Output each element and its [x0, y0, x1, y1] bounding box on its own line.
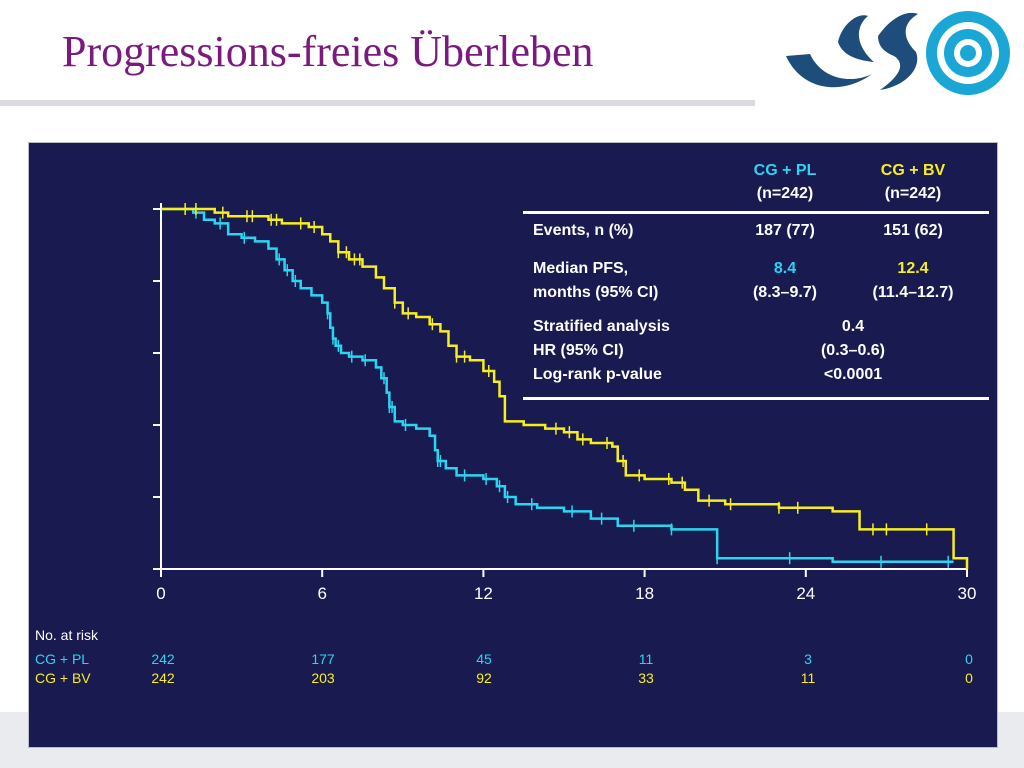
stats-row-events: Events, n (%) 187 (77) 151 (62): [523, 219, 989, 257]
km-chart: 0 6 12 18 24 30: [153, 203, 977, 603]
stats-col-bv-n: (n=242): [884, 185, 942, 202]
median-bv: 12.4 (11.4–12.7): [853, 257, 973, 305]
risk-pl-18: 11: [638, 651, 654, 667]
median-pl: 8.4 (8.3–9.7): [725, 257, 845, 305]
x-tick-label-18: 18: [635, 584, 654, 603]
x-tick-label-6: 6: [317, 584, 326, 603]
median-label-line2: months (95% CI): [533, 284, 659, 301]
risk-table-title: No. at risk: [35, 627, 99, 643]
stats-header: CG + PL (n=242) CG + BV (n=242): [523, 159, 989, 211]
stratified-label-line3: Log-rank p-value: [533, 366, 662, 383]
events-label: Events, n (%): [533, 222, 634, 239]
hr-ci: (0.3–0.6): [820, 342, 886, 359]
stats-row-median: Median PFS, months (95% CI) 8.4 (8.3–9.7…: [523, 257, 989, 315]
x-tick-label-12: 12: [474, 584, 493, 603]
logo-swirl-mid: [838, 15, 874, 62]
stratified-values: 0.4 (0.3–0.6) <0.0001: [753, 315, 953, 387]
chart-panel: 0 6 12 18 24 30 CG + PL (n=242) CG + BV (n=24…: [28, 142, 998, 748]
risk-bv-30: 0: [965, 670, 973, 686]
median-label-line1: Median PFS,: [533, 260, 629, 277]
events-bv: 151 (62): [883, 222, 943, 239]
x-tick-label-0: 0: [156, 584, 165, 603]
risk-pl-24: 3: [804, 651, 812, 667]
risk-row-label-pl: CG + PL: [35, 651, 90, 667]
x-tick-label-30: 30: [958, 584, 977, 603]
stats-col-bv-name: CG + BV: [880, 162, 946, 179]
logo-circle-core: [960, 45, 976, 61]
stratified-label-line1: Stratified analysis: [533, 318, 670, 335]
stats-col-pl-n: (n=242): [756, 185, 814, 202]
median-label: Median PFS, months (95% CI): [533, 257, 658, 305]
median-bv-value: 12.4: [897, 260, 929, 277]
risk-bv-12: 92: [476, 670, 492, 686]
stratified-label: Stratified analysis HR (95% CI) Log-rank…: [533, 315, 670, 387]
stats-rule-top: [523, 211, 989, 214]
median-pl-value: 8.4: [773, 260, 797, 277]
stats-table: CG + PL (n=242) CG + BV (n=242) Events, …: [523, 159, 989, 400]
logrank-p: <0.0001: [823, 366, 883, 383]
median-pl-ci: (8.3–9.7): [752, 284, 818, 301]
stats-col-bv: CG + BV (n=242): [853, 159, 973, 205]
risk-pl-6: 177: [311, 651, 335, 667]
stratified-label-line2: HR (95% CI): [533, 342, 624, 359]
logo-swirl-left: [786, 54, 872, 88]
median-bv-ci: (11.4–12.7): [872, 284, 954, 301]
risk-bv-0: 242: [151, 670, 175, 686]
x-tick-label-24: 24: [796, 584, 815, 603]
stats-row-stratified: Stratified analysis HR (95% CI) Log-rank…: [523, 315, 989, 397]
hr-value: 0.4: [841, 318, 865, 335]
risk-row-label-bv: CG + BV: [35, 670, 91, 686]
km-line-0: [161, 207, 954, 564]
stats-col-pl: CG + PL (n=242): [725, 159, 845, 205]
logo-swirl-right: [878, 12, 918, 91]
events-pl: 187 (77): [755, 222, 815, 239]
risk-bv-6: 203: [311, 670, 335, 686]
stats-rule-bottom: [523, 397, 989, 400]
km-line-1: [161, 207, 969, 569]
risk-pl-12: 45: [476, 651, 492, 667]
risk-bv-18: 33: [638, 670, 654, 686]
stats-col-pl-name: CG + PL: [753, 162, 817, 179]
risk-bv-24: 11: [800, 670, 816, 686]
risk-pl-0: 242: [151, 651, 175, 667]
organization-logo: [786, 11, 1010, 95]
slide-title: Progressions-freies Überleben: [62, 27, 594, 76]
title-divider: [0, 100, 755, 106]
risk-pl-30: 0: [965, 651, 973, 667]
